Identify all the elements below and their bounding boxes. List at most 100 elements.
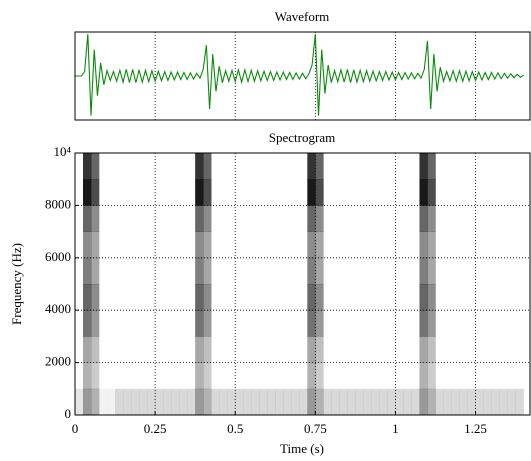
heat-cell bbox=[155, 388, 164, 416]
heat-cell bbox=[275, 153, 283, 180]
heat-cell bbox=[516, 336, 524, 363]
heat-cell bbox=[115, 284, 123, 311]
heat-cell bbox=[267, 336, 275, 363]
heat-cell bbox=[403, 310, 411, 337]
heat-cell bbox=[147, 388, 156, 416]
heat-cell bbox=[371, 336, 379, 363]
heat-cell bbox=[443, 363, 451, 390]
heat-cell bbox=[275, 205, 283, 232]
heat-cell bbox=[243, 310, 251, 337]
heat-cell bbox=[187, 232, 195, 259]
heat-cell bbox=[387, 336, 395, 363]
heat-cell bbox=[107, 205, 115, 232]
heat-cell bbox=[395, 363, 403, 390]
heat-cell bbox=[460, 179, 468, 206]
heat-cell bbox=[235, 205, 243, 232]
heat-cell bbox=[315, 310, 324, 337]
heat-cell bbox=[403, 179, 411, 206]
heat-cell bbox=[323, 363, 331, 390]
waveform-title: Waveform bbox=[275, 9, 330, 24]
heat-cell bbox=[427, 153, 436, 180]
heat-cell bbox=[492, 232, 500, 259]
heat-cell bbox=[492, 336, 500, 363]
heat-cell bbox=[219, 310, 227, 337]
heat-cell bbox=[411, 363, 419, 390]
heat-cell bbox=[468, 205, 476, 232]
heat-cell bbox=[243, 336, 251, 363]
heat-cell bbox=[259, 336, 267, 363]
heat-cell bbox=[283, 258, 291, 285]
heat-cell bbox=[387, 258, 395, 285]
heat-cell bbox=[155, 284, 163, 311]
heat-cell bbox=[516, 179, 524, 206]
heat-cell bbox=[323, 258, 331, 285]
heat-cell bbox=[203, 257, 212, 285]
heat-cell bbox=[187, 153, 195, 180]
heat-cell bbox=[299, 258, 307, 285]
heat-cell bbox=[235, 179, 243, 206]
heat-cell bbox=[179, 232, 187, 259]
heat-cell bbox=[115, 179, 123, 206]
heat-cell bbox=[427, 179, 436, 206]
heat-cell bbox=[75, 258, 83, 285]
heat-cell bbox=[291, 232, 299, 259]
heat-cell bbox=[203, 205, 212, 232]
heat-cell bbox=[451, 284, 459, 311]
heat-cell bbox=[435, 179, 443, 206]
heat-cell bbox=[411, 388, 420, 416]
heat-cell bbox=[476, 310, 484, 337]
heat-cell bbox=[259, 258, 267, 285]
heat-cell bbox=[115, 336, 123, 363]
heat-cell bbox=[259, 179, 267, 206]
heat-cell bbox=[75, 153, 83, 180]
heat-cell bbox=[307, 205, 316, 232]
heat-cell bbox=[411, 284, 419, 311]
heat-cell bbox=[131, 258, 139, 285]
heat-cell bbox=[347, 153, 355, 180]
heat-cell bbox=[492, 310, 500, 337]
heat-cell bbox=[484, 232, 492, 259]
heat-cell bbox=[155, 258, 163, 285]
heat-cell bbox=[355, 179, 363, 206]
heat-cell bbox=[195, 388, 204, 416]
heat-cell bbox=[476, 336, 484, 363]
heat-cell bbox=[315, 231, 324, 259]
heat-cell bbox=[331, 153, 339, 180]
heat-cell bbox=[492, 258, 500, 285]
heat-cell bbox=[331, 258, 339, 285]
y-tick-label: 2000 bbox=[45, 354, 71, 369]
heat-cell bbox=[403, 363, 411, 390]
heat-cell bbox=[227, 232, 235, 259]
heat-cell bbox=[99, 258, 107, 285]
heat-cell bbox=[492, 179, 500, 206]
heat-cell bbox=[468, 258, 476, 285]
heat-cell bbox=[371, 232, 379, 259]
heat-cell bbox=[347, 363, 355, 390]
heat-cell bbox=[267, 388, 276, 416]
heat-cell bbox=[323, 388, 332, 416]
heat-cell bbox=[516, 205, 524, 232]
heat-cell bbox=[179, 284, 187, 311]
heat-cell bbox=[508, 284, 516, 311]
heat-cell bbox=[83, 153, 92, 180]
heat-cell bbox=[483, 388, 492, 416]
heat-cell bbox=[492, 284, 500, 311]
heat-cell bbox=[211, 284, 219, 311]
heat-cell bbox=[195, 310, 204, 337]
heat-cell bbox=[115, 205, 123, 232]
heat-cell bbox=[500, 284, 508, 311]
heat-cell bbox=[467, 388, 476, 416]
heat-cell bbox=[155, 153, 163, 180]
heat-cell bbox=[299, 205, 307, 232]
heat-cell bbox=[299, 388, 308, 416]
heat-cell bbox=[379, 205, 387, 232]
heat-cell bbox=[460, 232, 468, 259]
heat-cell bbox=[387, 284, 395, 311]
heat-cell bbox=[379, 310, 387, 337]
heat-cell bbox=[203, 362, 212, 390]
heat-cell bbox=[468, 310, 476, 337]
heat-cell bbox=[491, 388, 500, 416]
heat-cell bbox=[283, 284, 291, 311]
heat-cell bbox=[283, 179, 291, 206]
heat-cell bbox=[163, 258, 171, 285]
